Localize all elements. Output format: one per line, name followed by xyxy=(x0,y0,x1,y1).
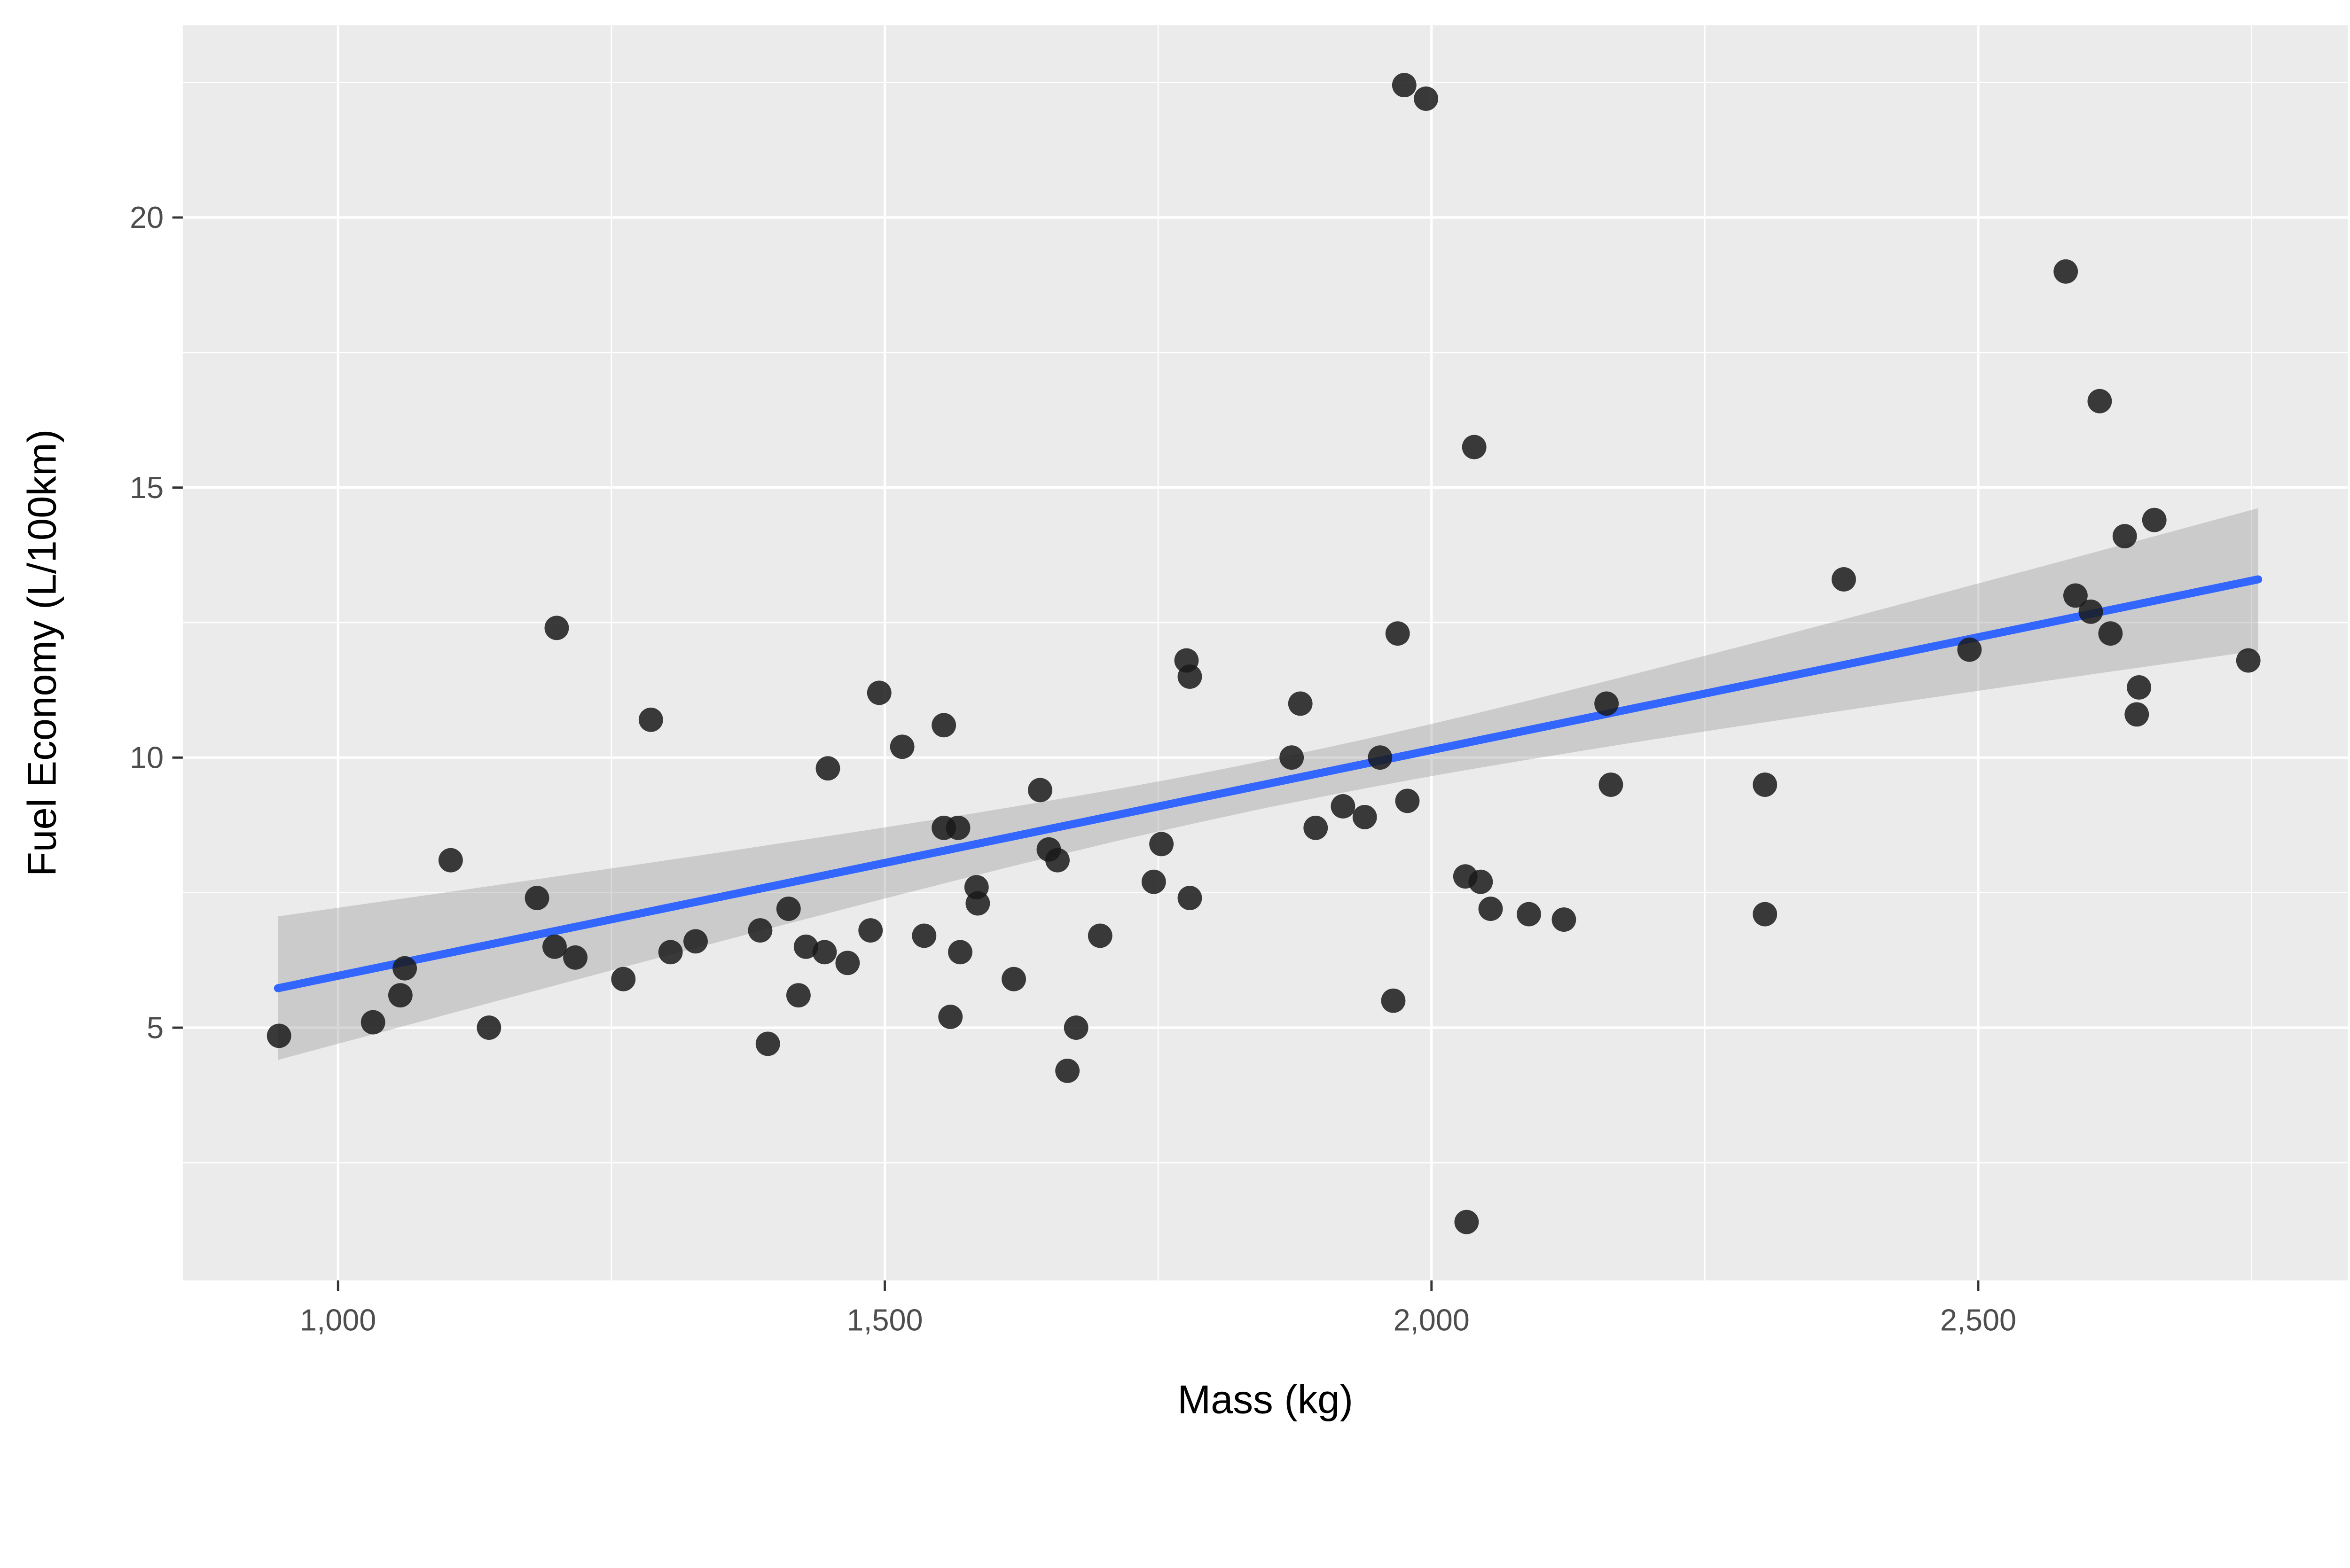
data-point xyxy=(1753,772,1778,797)
data-point xyxy=(932,713,956,738)
y-axis-title: Fuel Economy (L/100km) xyxy=(20,429,65,876)
data-point xyxy=(1002,967,1026,991)
data-point xyxy=(2098,621,2123,646)
data-point xyxy=(890,734,915,759)
data-point xyxy=(948,940,972,965)
data-point xyxy=(1414,86,1438,111)
x-axis-title: Mass (kg) xyxy=(1177,1377,1353,1422)
data-point xyxy=(1832,567,1856,592)
data-point xyxy=(2053,259,2078,284)
data-point xyxy=(2112,524,2137,549)
data-point xyxy=(477,1015,501,1040)
data-point xyxy=(392,956,417,981)
data-point xyxy=(2236,648,2261,673)
data-point xyxy=(1177,886,1202,911)
data-point xyxy=(1045,848,1070,873)
y-tick-label: 10 xyxy=(130,741,164,775)
x-tick-label: 2,000 xyxy=(1394,1303,1470,1337)
data-point xyxy=(2127,675,2152,700)
data-point xyxy=(544,616,569,640)
data-point xyxy=(438,848,463,873)
data-point xyxy=(1594,691,1619,716)
data-point xyxy=(1064,1015,1089,1040)
data-point xyxy=(658,940,683,965)
data-point xyxy=(748,918,773,943)
data-point xyxy=(2078,599,2103,624)
minor-gridlines xyxy=(182,25,2348,1280)
data-point xyxy=(965,891,990,916)
data-point xyxy=(1598,772,1623,797)
data-point xyxy=(611,967,636,991)
data-point xyxy=(946,815,971,840)
data-point xyxy=(1551,907,1576,932)
data-point xyxy=(812,940,837,965)
data-point xyxy=(542,934,567,959)
data-point xyxy=(786,983,811,1008)
data-point xyxy=(1352,804,1377,829)
data-point xyxy=(1177,664,1202,689)
data-point xyxy=(1395,788,1420,813)
data-point xyxy=(2087,389,2112,413)
data-point xyxy=(835,951,860,975)
data-point xyxy=(1055,1058,1080,1083)
data-point xyxy=(525,886,549,911)
data-point xyxy=(1088,923,1112,948)
y-tick-label: 5 xyxy=(147,1010,164,1045)
data-point xyxy=(1149,832,1174,857)
x-axis-ticks: 1,000 1,500 2,000 2,500 xyxy=(300,1280,2016,1337)
data-point xyxy=(1517,902,1541,927)
data-point xyxy=(1141,869,1166,894)
data-point xyxy=(755,1031,780,1056)
data-point xyxy=(1454,1209,1479,1234)
data-point xyxy=(776,897,801,921)
data-point xyxy=(1381,988,1406,1013)
regression-line-path xyxy=(274,575,2263,992)
major-gridlines xyxy=(182,25,2348,1280)
data-point xyxy=(1303,815,1328,840)
data-point xyxy=(1028,778,1052,803)
x-tick-label: 1,000 xyxy=(300,1303,376,1337)
x-tick-label: 1,500 xyxy=(846,1303,923,1337)
data-point xyxy=(867,680,892,705)
data-point xyxy=(1385,621,1410,646)
data-point xyxy=(388,983,413,1008)
y-tick-label: 15 xyxy=(130,470,164,505)
data-point xyxy=(638,707,663,732)
data-point xyxy=(1462,435,1487,460)
data-point xyxy=(563,945,588,970)
data-point xyxy=(266,1023,291,1048)
y-tick-label: 20 xyxy=(130,200,164,234)
data-points xyxy=(266,73,2261,1234)
data-point xyxy=(1468,869,1493,894)
data-point xyxy=(1392,73,1417,98)
data-point xyxy=(1288,691,1313,716)
data-point xyxy=(2142,507,2167,532)
data-point xyxy=(858,918,883,943)
data-point xyxy=(938,1005,963,1029)
data-point xyxy=(683,929,708,954)
data-point xyxy=(1279,745,1304,770)
data-point xyxy=(793,934,818,959)
data-point xyxy=(1753,902,1778,927)
data-point xyxy=(1331,794,1355,819)
regression-line xyxy=(274,575,2263,992)
data-point xyxy=(1957,637,1982,662)
data-point xyxy=(912,923,937,948)
data-point xyxy=(1478,897,1503,921)
plot-canvas: 1,000 1,500 2,000 2,500 5 10 15 20 Mass (kg) F… xyxy=(20,25,2348,1422)
data-point xyxy=(815,756,840,781)
y-axis-ticks: 5 10 15 20 xyxy=(130,200,183,1045)
plot-panel xyxy=(182,25,2348,1280)
data-point xyxy=(2124,702,2149,727)
data-point xyxy=(1368,745,1393,770)
fuel-economy-scatter-chart: 1,000 1,500 2,000 2,500 5 10 15 20 Mass (kg) F… xyxy=(20,25,2348,1422)
data-point xyxy=(2063,583,2088,608)
x-tick-label: 2,500 xyxy=(1940,1303,2016,1337)
data-point xyxy=(360,1010,385,1035)
